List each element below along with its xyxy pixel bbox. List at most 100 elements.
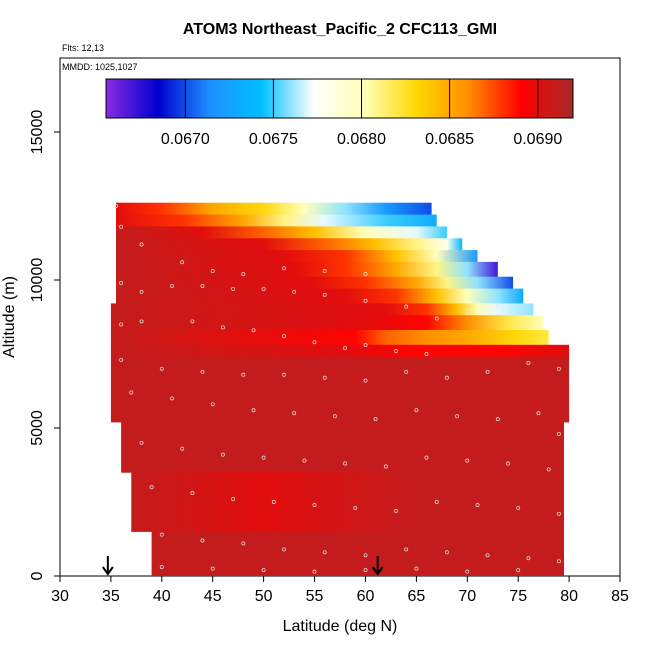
sample-point bbox=[114, 204, 118, 208]
sample-point bbox=[312, 569, 317, 574]
sample-point bbox=[220, 325, 225, 330]
heatmap-band bbox=[110, 330, 549, 346]
flight-arrow bbox=[371, 556, 384, 576]
sample-point bbox=[363, 568, 368, 573]
colorbar-tick-label: 0.0685 bbox=[425, 131, 474, 148]
sample-point bbox=[119, 224, 124, 229]
sample-point bbox=[251, 408, 256, 413]
sample-point bbox=[485, 369, 490, 374]
colorbar: 0.0670 0.0675 0.0680 0.0685 0.0690 bbox=[105, 78, 574, 148]
sample-point bbox=[241, 372, 246, 377]
sample-point bbox=[363, 343, 368, 348]
sample-point bbox=[465, 310, 470, 315]
sample-point bbox=[536, 411, 541, 416]
sample-point bbox=[292, 289, 297, 294]
sample-points bbox=[114, 204, 561, 574]
sample-point bbox=[292, 411, 297, 416]
heatmap-band bbox=[121, 421, 564, 473]
sample-point bbox=[495, 304, 500, 309]
sample-point bbox=[149, 485, 154, 490]
x-tick-label: 55 bbox=[306, 588, 324, 605]
sample-point bbox=[261, 568, 266, 573]
heatmap-bands bbox=[110, 202, 570, 576]
sample-point bbox=[241, 272, 246, 277]
x-tick-label: 80 bbox=[560, 588, 578, 605]
sample-point bbox=[159, 565, 164, 570]
x-tick-label: 50 bbox=[255, 588, 273, 605]
sample-point bbox=[343, 461, 348, 466]
dates-annotation: MMDD: 1025,1027 bbox=[62, 62, 138, 72]
sample-point bbox=[200, 369, 205, 374]
y-tick-label: 10000 bbox=[29, 258, 46, 303]
x-tick-label: 70 bbox=[458, 588, 476, 605]
heatmap-band bbox=[131, 472, 565, 532]
y-tick-label: 15000 bbox=[29, 110, 46, 155]
sample-point bbox=[159, 532, 164, 537]
sample-point bbox=[404, 304, 409, 309]
sample-point bbox=[363, 298, 368, 303]
y-axis: 0 5000 10000 15000 bbox=[29, 110, 60, 580]
sample-point bbox=[282, 266, 286, 271]
sample-point bbox=[556, 431, 561, 436]
sample-point bbox=[139, 440, 144, 445]
sample-point bbox=[495, 417, 500, 422]
sample-point bbox=[322, 292, 327, 297]
sample-point bbox=[180, 446, 185, 451]
x-tick-label: 65 bbox=[408, 588, 426, 605]
sample-point bbox=[231, 497, 236, 501]
sample-point bbox=[556, 511, 561, 516]
heatmap-band bbox=[116, 202, 432, 216]
sample-point bbox=[414, 408, 419, 413]
y-tick-label: 5000 bbox=[29, 410, 46, 446]
heatmap-band bbox=[116, 276, 514, 290]
sample-point bbox=[241, 541, 246, 546]
sample-point bbox=[282, 547, 286, 552]
sample-point bbox=[383, 464, 388, 469]
colorbar-tick-label: 0.0675 bbox=[249, 131, 298, 148]
heatmap-band bbox=[116, 238, 463, 251]
sample-point bbox=[526, 556, 531, 561]
heatmap-band bbox=[110, 303, 534, 316]
sample-point bbox=[465, 458, 470, 463]
sample-point bbox=[261, 455, 266, 460]
sample-point bbox=[139, 242, 144, 247]
sample-point bbox=[159, 366, 164, 371]
sample-point bbox=[394, 349, 398, 353]
sample-point bbox=[332, 414, 337, 419]
x-tick-label: 35 bbox=[102, 588, 120, 605]
sample-point bbox=[556, 559, 561, 564]
heatmap-band bbox=[151, 531, 564, 576]
sample-point bbox=[282, 372, 286, 377]
flights-annotation: Flts: 12,13 bbox=[62, 43, 104, 53]
sample-point bbox=[455, 414, 460, 419]
sample-point bbox=[404, 369, 409, 374]
sample-point bbox=[210, 566, 215, 571]
heatmap-band bbox=[116, 288, 524, 304]
sample-point bbox=[271, 500, 276, 504]
sample-point bbox=[261, 286, 266, 291]
sample-point bbox=[129, 390, 134, 395]
sample-point bbox=[516, 505, 521, 510]
sample-point bbox=[556, 366, 561, 371]
sample-point bbox=[220, 452, 225, 457]
sample-point bbox=[139, 289, 144, 294]
sample-point bbox=[546, 467, 551, 472]
sample-point bbox=[353, 505, 358, 510]
sample-point bbox=[139, 319, 144, 324]
sample-point bbox=[506, 461, 510, 466]
sample-point bbox=[414, 566, 419, 571]
sample-point bbox=[190, 491, 195, 496]
heatmap-band bbox=[116, 250, 478, 263]
colorbar-gradient bbox=[105, 78, 574, 119]
chart-title: ATOM3 Northeast_Pacific_2 CFC113_GMI bbox=[183, 21, 497, 38]
sample-point bbox=[424, 455, 429, 460]
sample-point bbox=[210, 402, 215, 407]
sample-point bbox=[200, 283, 205, 288]
x-tick-label: 40 bbox=[153, 588, 171, 605]
sample-point bbox=[363, 553, 368, 558]
x-tick-label: 30 bbox=[51, 588, 69, 605]
sample-point bbox=[434, 316, 439, 321]
sample-point bbox=[322, 550, 327, 555]
sample-point bbox=[119, 357, 124, 362]
heatmap-band bbox=[116, 214, 437, 227]
